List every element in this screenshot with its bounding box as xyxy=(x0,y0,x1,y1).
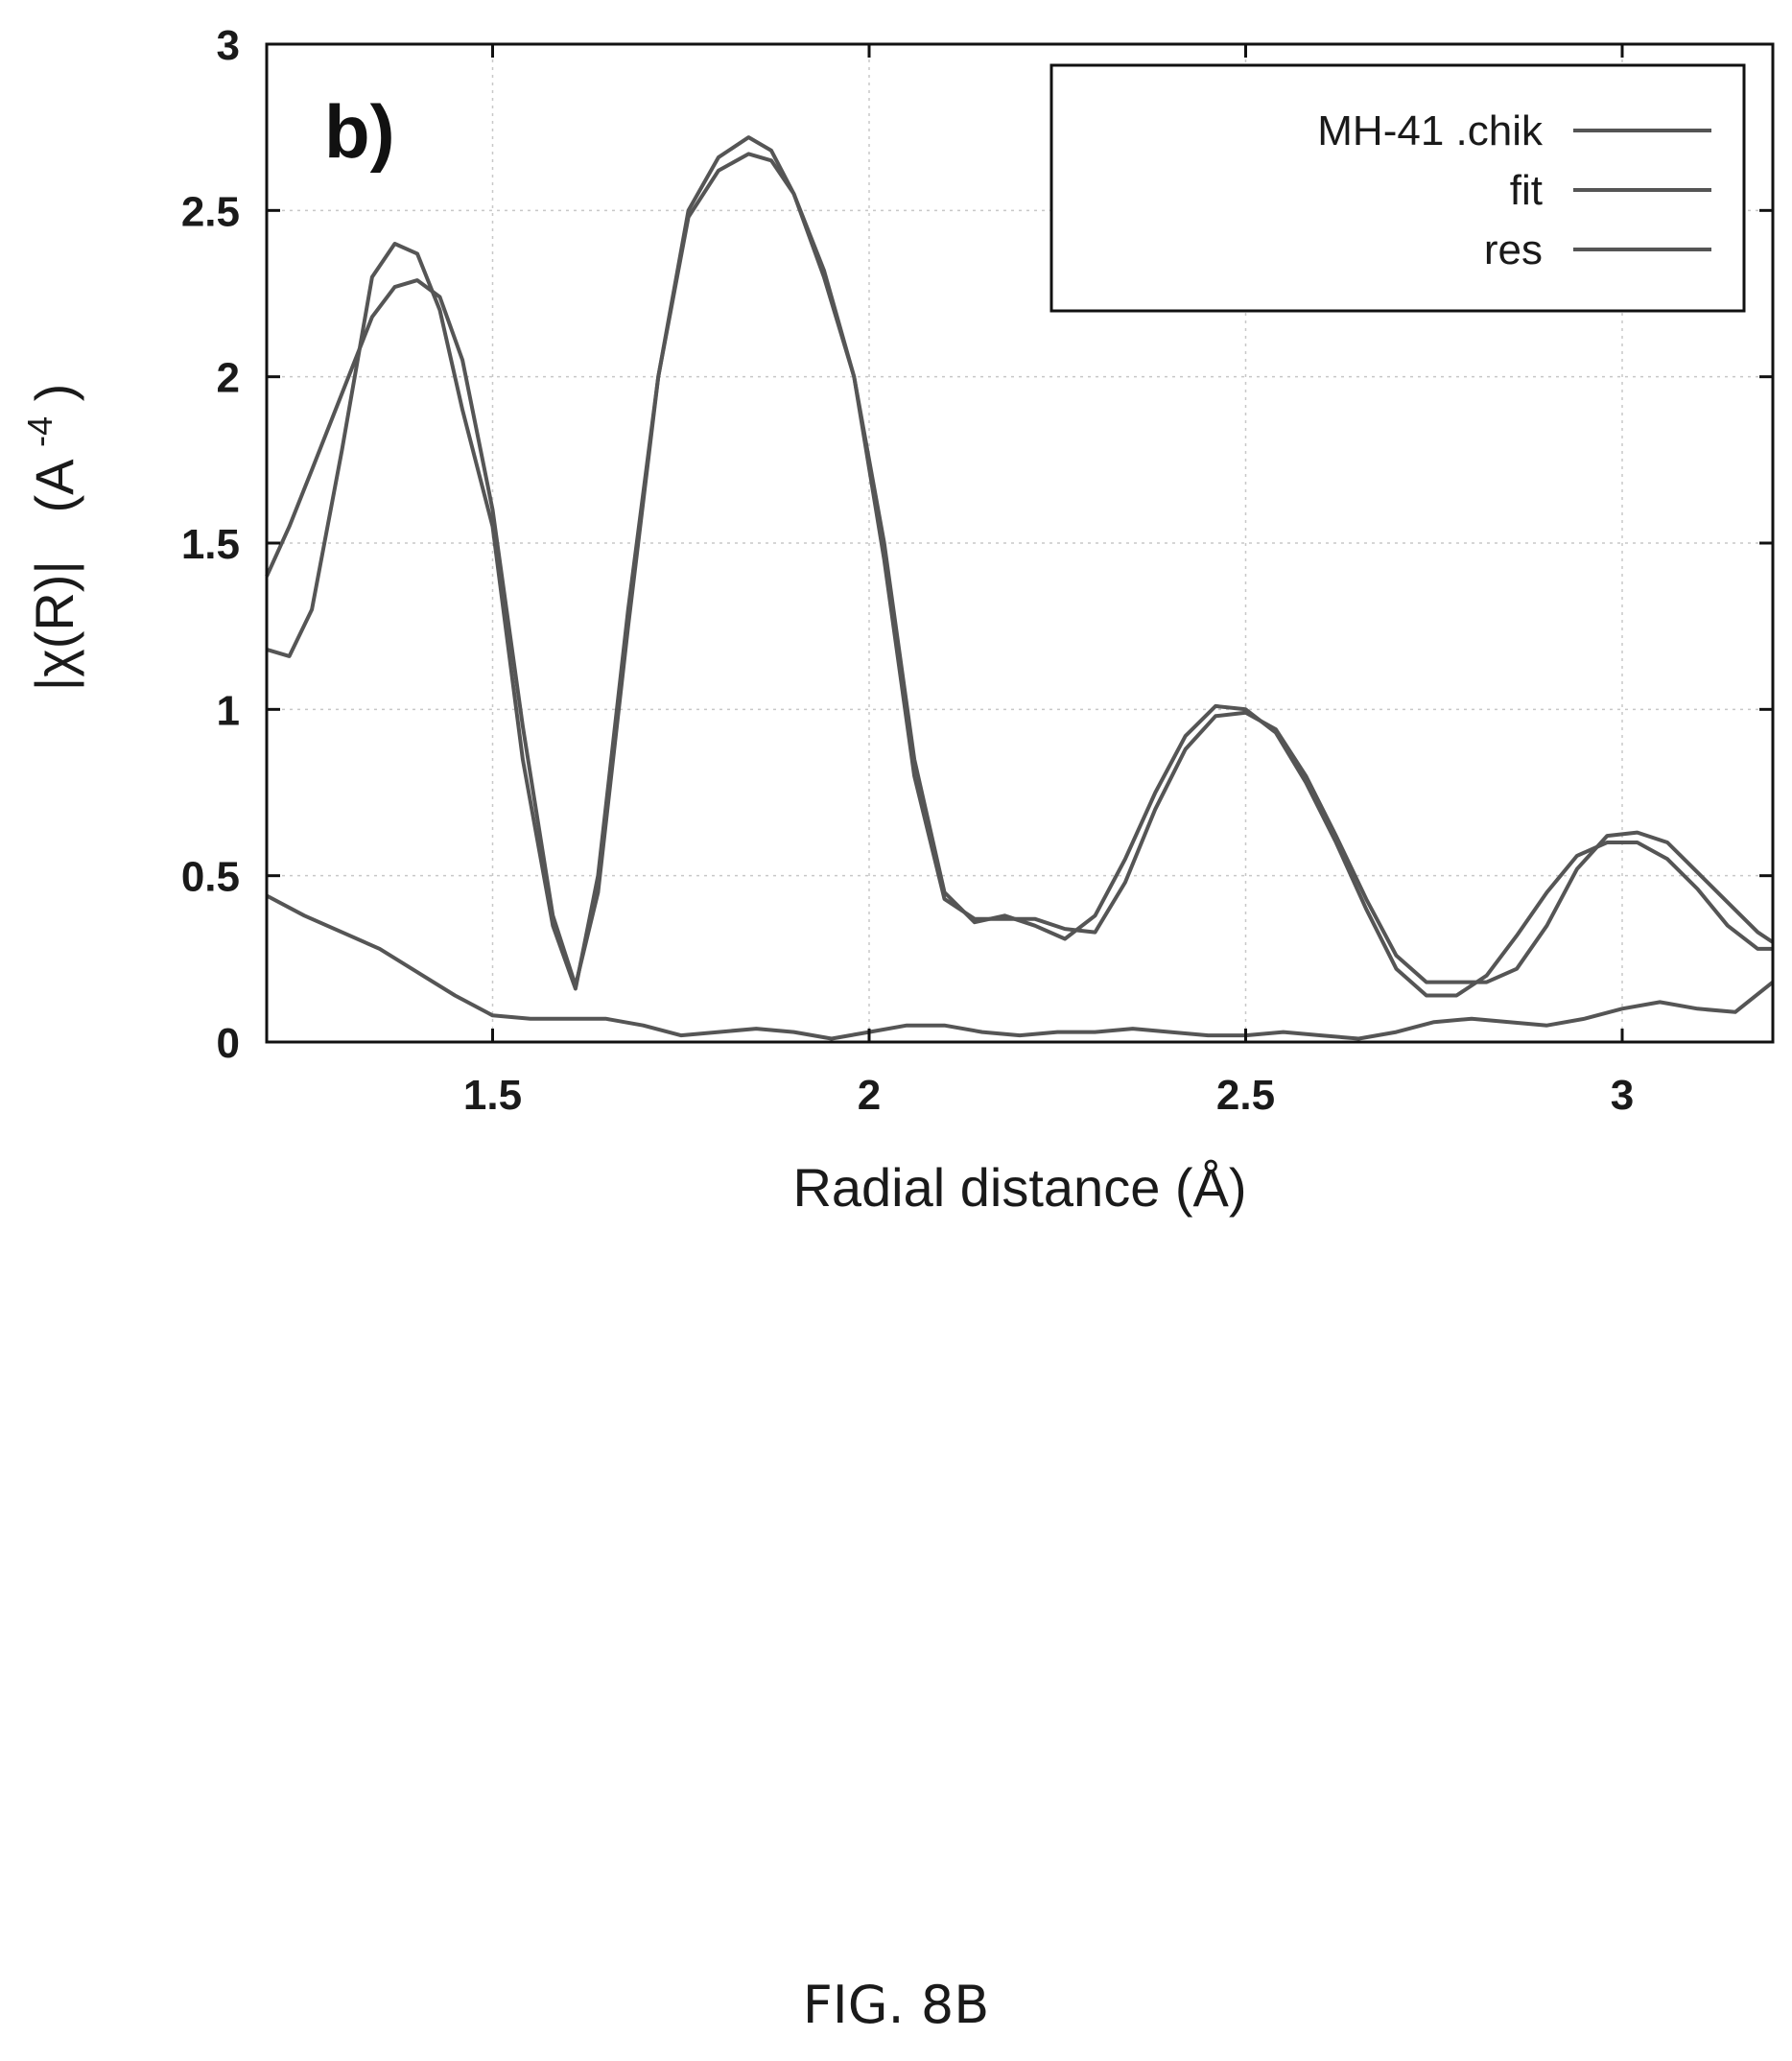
axis-ticks: 1.5 2 2.5 3 0 0.5 1 1.5 2 2.5 3 xyxy=(181,22,1773,1119)
series-line-2 xyxy=(266,893,1775,1041)
chart: 1.5 2 2.5 3 0 0.5 1 1.5 2 2.5 3 b) MH-41 .chik fit r… xyxy=(3,22,1775,1218)
x-axis-label: Radial distance (Å) xyxy=(792,1157,1246,1218)
y-tick-label: 0 xyxy=(217,1020,240,1067)
x-tick-label: 2 xyxy=(858,1072,881,1119)
figure-caption: FIG. 8B xyxy=(802,1975,990,2035)
series-lines xyxy=(265,135,1775,1041)
y-tick-label: 2 xyxy=(217,355,240,402)
x-tick-label: 3 xyxy=(1611,1072,1634,1119)
x-tick-label: 1.5 xyxy=(463,1072,522,1119)
legend-label: res xyxy=(1484,226,1543,273)
series-line-1 xyxy=(265,152,1775,988)
y-tick-label: 1 xyxy=(217,687,240,734)
x-tick-label: 2.5 xyxy=(1216,1072,1275,1119)
y-tick-label: 3 xyxy=(217,22,240,69)
y-axis-label: |χ(R)| (A -4 ) xyxy=(3,384,84,692)
legend-label: MH-41 .chik xyxy=(1317,107,1544,154)
legend-label: fit xyxy=(1510,167,1543,214)
y-tick-label: 0.5 xyxy=(181,854,240,901)
y-tick-label: 1.5 xyxy=(181,521,240,568)
y-axis-label-quantity: |χ(R)| xyxy=(24,560,84,691)
y-axis-label-close: ) xyxy=(24,384,84,402)
y-axis-label-exponent: -4 xyxy=(20,416,59,447)
y-axis-label-unit: (A xyxy=(24,459,84,513)
legend: MH-41 .chik fit res xyxy=(1049,63,1746,313)
y-tick-label: 2.5 xyxy=(181,188,240,235)
panel-label: b) xyxy=(324,89,395,174)
